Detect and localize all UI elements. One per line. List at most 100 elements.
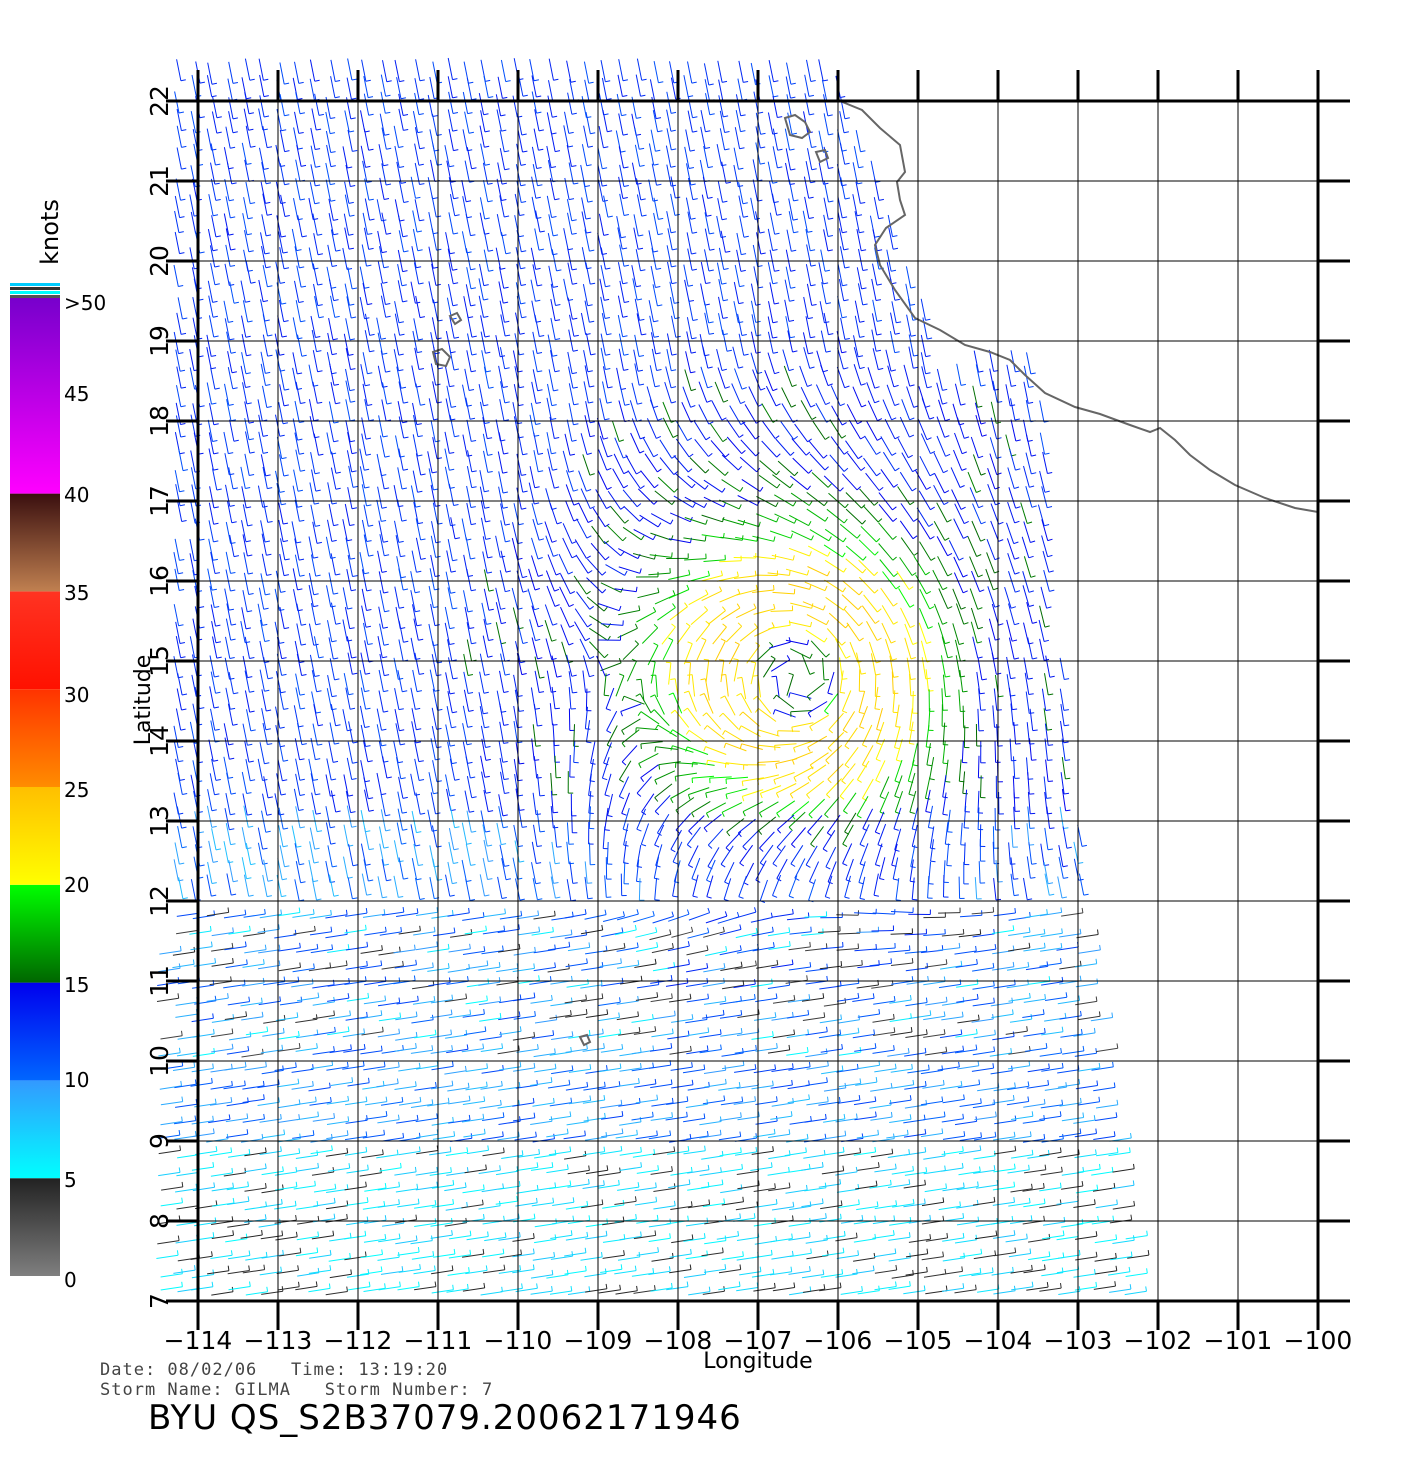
wind-vector — [756, 232, 762, 255]
wind-vector — [295, 687, 301, 710]
wind-vector — [955, 603, 965, 625]
wind-barb — [636, 285, 642, 288]
wind-vector — [564, 934, 587, 939]
wind-barb — [656, 267, 662, 270]
wind-vector — [516, 487, 522, 510]
wind-vector — [209, 245, 216, 268]
wind-barb — [335, 249, 341, 252]
wind-barb — [789, 299, 795, 302]
wind-barb — [739, 711, 744, 716]
wind-vector — [717, 198, 723, 220]
wind-vector — [362, 160, 368, 183]
wind-vector — [1027, 772, 1030, 795]
wind-barb — [604, 829, 610, 831]
wind-barb — [806, 639, 809, 645]
wind-barb — [685, 730, 690, 735]
wind-vector — [687, 746, 709, 755]
wind-barb — [471, 486, 477, 489]
wind-vector — [589, 842, 591, 865]
wind-vector — [638, 752, 659, 764]
wind-barb — [623, 353, 629, 356]
wind-vector — [804, 196, 810, 219]
wind-barb — [725, 250, 731, 253]
wind-barb — [536, 167, 542, 169]
wind-vector — [758, 816, 777, 832]
wind-barb — [588, 81, 594, 84]
wind-vector — [806, 508, 826, 522]
wind-barb — [569, 453, 576, 456]
wind-vector — [837, 264, 843, 286]
wind-vector — [600, 60, 606, 82]
wind-vector — [569, 861, 574, 884]
wind-vector — [632, 278, 638, 301]
wind-barb — [229, 657, 235, 659]
wind-vector — [259, 619, 266, 642]
wind-vector — [427, 94, 433, 117]
wind-vector — [646, 418, 657, 439]
wind-vector — [550, 805, 554, 828]
wind-barb — [213, 706, 219, 709]
wind-vector — [649, 554, 672, 558]
wind-barb — [925, 405, 931, 408]
wind-barb — [538, 624, 544, 628]
wind-vector — [880, 436, 893, 456]
wind-vector — [309, 182, 316, 204]
wind-barb — [690, 351, 697, 354]
wind-vector — [890, 312, 896, 335]
wind-barb — [671, 552, 673, 558]
wind-barb — [484, 335, 490, 338]
wind-vector — [430, 603, 436, 626]
wind-vector — [379, 826, 385, 849]
wind-barb — [403, 468, 409, 471]
wind-barb — [774, 435, 780, 440]
wind-vector — [733, 557, 756, 559]
wind-barb — [383, 710, 389, 713]
wind-vector — [649, 365, 656, 387]
wind-barb — [519, 710, 525, 712]
wind-barb — [280, 793, 286, 796]
wind-vector — [672, 874, 677, 897]
wind-barb — [755, 435, 760, 440]
wind-vector — [685, 129, 691, 152]
wind-barb — [607, 815, 613, 818]
wind-barb — [1014, 557, 1020, 560]
wind-barb — [518, 924, 520, 930]
wind-barb — [434, 624, 440, 627]
wind-vector — [719, 110, 726, 133]
wind-vector — [313, 283, 319, 306]
wind-barb — [432, 197, 438, 200]
wind-barb — [690, 183, 696, 186]
wind-vector — [293, 589, 299, 611]
wind-barb — [788, 826, 793, 832]
wind-vector — [432, 143, 438, 166]
wind-barb — [980, 521, 986, 525]
wind-vector — [1061, 788, 1067, 811]
wind-vector — [431, 654, 437, 676]
wind-vector — [870, 160, 876, 183]
wind-vector — [175, 708, 182, 731]
wind-barb — [674, 776, 677, 782]
wind-barb — [401, 181, 407, 184]
wind-vector — [684, 558, 707, 561]
wind-vector — [500, 59, 507, 82]
wind-vector — [976, 671, 981, 694]
wind-vector — [602, 915, 625, 922]
wind-vector — [1043, 776, 1047, 799]
wind-vector — [913, 555, 926, 576]
wind-barb — [996, 472, 1002, 476]
wind-vector — [447, 57, 453, 80]
wind-barb — [245, 386, 251, 388]
wind-barb — [417, 435, 423, 438]
wind-vector — [828, 612, 846, 629]
wind-barb — [909, 742, 915, 745]
wind-vector — [640, 679, 645, 702]
wind-barb — [1010, 677, 1016, 680]
wind-barb — [314, 925, 316, 931]
wind-vector — [257, 603, 263, 626]
wind-barb — [606, 486, 612, 490]
wind-vector — [292, 418, 298, 441]
wind-barb — [246, 163, 252, 165]
wind-barb — [877, 249, 883, 252]
wind-barb — [774, 371, 780, 375]
